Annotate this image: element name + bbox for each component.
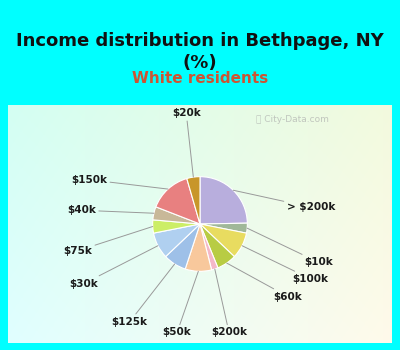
Wedge shape	[166, 224, 200, 269]
Wedge shape	[200, 223, 247, 233]
Text: Income distribution in Bethpage, NY
(%): Income distribution in Bethpage, NY (%)	[16, 32, 384, 72]
Text: $50k: $50k	[163, 271, 198, 337]
Wedge shape	[154, 224, 200, 257]
Wedge shape	[156, 178, 200, 224]
Text: $60k: $60k	[227, 263, 302, 302]
Text: $100k: $100k	[242, 246, 329, 284]
Text: $200k: $200k	[211, 269, 247, 337]
Wedge shape	[187, 177, 200, 224]
Wedge shape	[153, 207, 200, 224]
Text: $10k: $10k	[247, 228, 333, 267]
Wedge shape	[200, 177, 247, 224]
Text: $20k: $20k	[172, 108, 201, 177]
Text: $30k: $30k	[70, 246, 158, 288]
Text: ⓘ City-Data.com: ⓘ City-Data.com	[256, 114, 328, 124]
Text: $40k: $40k	[67, 205, 154, 215]
Wedge shape	[200, 224, 218, 270]
Text: $150k: $150k	[71, 175, 168, 189]
Wedge shape	[200, 224, 246, 257]
Wedge shape	[200, 224, 234, 268]
Text: White residents: White residents	[132, 71, 268, 86]
Text: > $200k: > $200k	[233, 190, 335, 212]
Text: $125k: $125k	[112, 264, 175, 327]
Wedge shape	[185, 224, 212, 271]
Text: $75k: $75k	[63, 226, 153, 256]
Wedge shape	[153, 220, 200, 233]
